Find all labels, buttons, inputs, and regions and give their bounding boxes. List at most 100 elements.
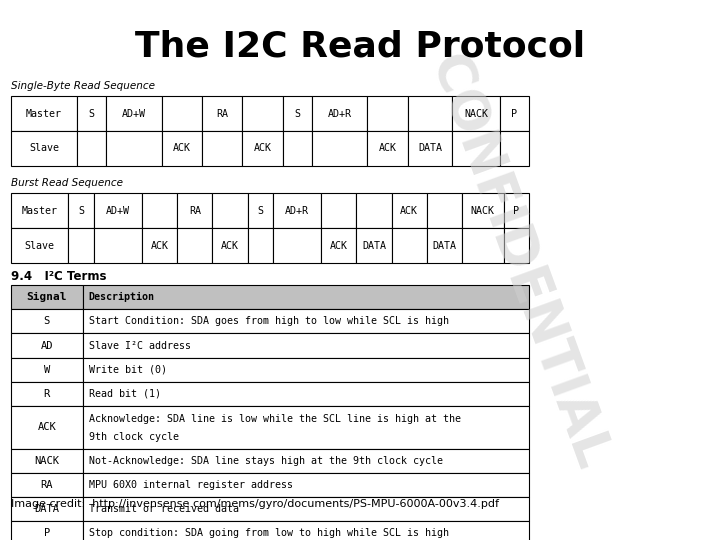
Bar — [11, 131, 77, 166]
Bar — [83, 473, 529, 497]
Text: S: S — [257, 206, 264, 216]
Bar — [212, 193, 248, 228]
Bar — [202, 96, 243, 131]
Bar — [77, 131, 107, 166]
Bar — [503, 228, 529, 263]
Bar — [11, 473, 83, 497]
Text: ACK: ACK — [221, 240, 239, 251]
Bar — [312, 131, 367, 166]
Bar — [11, 497, 83, 521]
Bar — [83, 449, 529, 473]
Bar — [11, 382, 83, 406]
Text: AD: AD — [40, 341, 53, 350]
Text: S: S — [44, 316, 50, 327]
Text: ACK: ACK — [37, 422, 56, 432]
Bar — [248, 228, 273, 263]
Text: 9th clock cycle: 9th clock cycle — [89, 432, 179, 442]
Text: NACK: NACK — [464, 109, 488, 119]
Text: ACK: ACK — [379, 143, 397, 153]
Bar — [408, 131, 452, 166]
Text: Acknowledge: SDA line is low while the SCL line is high at the: Acknowledge: SDA line is low while the S… — [89, 415, 461, 424]
Text: Image credit:  http://invensense.com/mems/gyro/documents/PS-MPU-6000A-00v3.4.pdf: Image credit: http://invensense.com/mems… — [11, 499, 499, 509]
Text: NACK: NACK — [35, 456, 59, 466]
Bar — [367, 96, 408, 131]
Bar — [321, 193, 356, 228]
Text: DATA: DATA — [433, 240, 456, 251]
Bar — [83, 286, 529, 309]
Text: DATA: DATA — [362, 240, 386, 251]
Text: Burst Read Sequence: Burst Read Sequence — [11, 178, 123, 188]
Text: Master: Master — [22, 206, 58, 216]
Bar — [392, 228, 427, 263]
Bar — [452, 96, 500, 131]
Text: Master: Master — [26, 109, 62, 119]
Bar — [427, 193, 462, 228]
Bar — [177, 228, 212, 263]
Text: P: P — [513, 206, 519, 216]
Bar — [212, 228, 248, 263]
Bar — [11, 286, 83, 309]
Bar — [83, 334, 529, 357]
Bar — [83, 497, 529, 521]
Bar — [11, 309, 83, 334]
Bar — [356, 193, 392, 228]
Bar — [273, 193, 321, 228]
Text: MPU 60X0 internal register address: MPU 60X0 internal register address — [89, 480, 292, 490]
Bar — [367, 131, 408, 166]
Text: R: R — [44, 389, 50, 399]
Text: Slave: Slave — [24, 240, 55, 251]
Text: NACK: NACK — [471, 206, 495, 216]
Bar — [107, 96, 161, 131]
Text: Slave I²C address: Slave I²C address — [89, 341, 191, 350]
Text: ACK: ACK — [150, 240, 168, 251]
Bar — [94, 228, 142, 263]
Bar — [273, 228, 321, 263]
Bar — [83, 521, 529, 540]
Text: Read bit (1): Read bit (1) — [89, 389, 161, 399]
Bar — [356, 228, 392, 263]
Text: ACK: ACK — [400, 206, 418, 216]
Text: CONFIDENTIAL: CONFIDENTIAL — [419, 48, 618, 477]
Bar — [312, 96, 367, 131]
Bar — [11, 449, 83, 473]
Bar — [321, 228, 356, 263]
Text: S: S — [89, 109, 95, 119]
Text: The I2C Read Protocol: The I2C Read Protocol — [135, 30, 585, 64]
Bar — [500, 131, 529, 166]
Bar — [248, 193, 273, 228]
Bar — [11, 357, 83, 382]
Bar — [283, 96, 312, 131]
Bar — [243, 131, 283, 166]
Text: S: S — [294, 109, 300, 119]
Bar — [142, 228, 177, 263]
Bar — [11, 406, 83, 449]
Text: Transmit or received data: Transmit or received data — [89, 504, 238, 514]
Text: W: W — [44, 364, 50, 375]
Bar — [11, 96, 77, 131]
Text: RA: RA — [216, 109, 228, 119]
Text: RA: RA — [40, 480, 53, 490]
Bar — [392, 193, 427, 228]
Bar — [283, 131, 312, 166]
Bar — [462, 228, 503, 263]
Bar — [142, 193, 177, 228]
Text: DATA: DATA — [35, 504, 59, 514]
Text: DATA: DATA — [418, 143, 442, 153]
Bar — [500, 96, 529, 131]
Text: P: P — [511, 109, 518, 119]
Text: Signal: Signal — [27, 293, 67, 302]
Bar — [427, 228, 462, 263]
Bar — [94, 193, 142, 228]
Bar — [107, 131, 161, 166]
Bar — [408, 96, 452, 131]
Text: Start Condition: SDA goes from high to low while SCL is high: Start Condition: SDA goes from high to l… — [89, 316, 449, 327]
Bar — [11, 228, 68, 263]
Bar — [83, 406, 529, 449]
Text: Description: Description — [89, 293, 155, 302]
Text: RA: RA — [189, 206, 201, 216]
Bar — [462, 193, 503, 228]
Bar — [83, 309, 529, 334]
Text: 9.4   I²C Terms: 9.4 I²C Terms — [11, 270, 107, 283]
Text: AD+W: AD+W — [106, 206, 130, 216]
Bar — [503, 193, 529, 228]
